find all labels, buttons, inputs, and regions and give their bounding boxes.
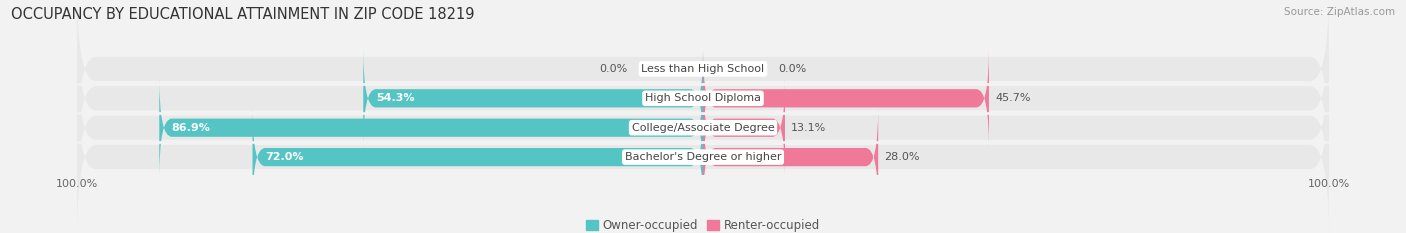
Text: Source: ZipAtlas.com: Source: ZipAtlas.com bbox=[1284, 7, 1395, 17]
FancyBboxPatch shape bbox=[253, 107, 703, 207]
FancyBboxPatch shape bbox=[77, 22, 1329, 175]
Text: High School Diploma: High School Diploma bbox=[645, 93, 761, 103]
Text: Less than High School: Less than High School bbox=[641, 64, 765, 74]
Text: OCCUPANCY BY EDUCATIONAL ATTAINMENT IN ZIP CODE 18219: OCCUPANCY BY EDUCATIONAL ATTAINMENT IN Z… bbox=[11, 7, 475, 22]
Text: 72.0%: 72.0% bbox=[266, 152, 304, 162]
Text: 13.1%: 13.1% bbox=[792, 123, 827, 133]
Text: 45.7%: 45.7% bbox=[995, 93, 1031, 103]
Text: 28.0%: 28.0% bbox=[884, 152, 920, 162]
FancyBboxPatch shape bbox=[159, 78, 703, 177]
FancyBboxPatch shape bbox=[77, 51, 1329, 204]
Legend: Owner-occupied, Renter-occupied: Owner-occupied, Renter-occupied bbox=[581, 214, 825, 233]
FancyBboxPatch shape bbox=[77, 0, 1329, 145]
Text: Bachelor's Degree or higher: Bachelor's Degree or higher bbox=[624, 152, 782, 162]
FancyBboxPatch shape bbox=[703, 78, 785, 177]
Text: 0.0%: 0.0% bbox=[600, 64, 628, 74]
Text: 86.9%: 86.9% bbox=[172, 123, 211, 133]
FancyBboxPatch shape bbox=[703, 107, 879, 207]
FancyBboxPatch shape bbox=[703, 49, 988, 148]
FancyBboxPatch shape bbox=[77, 81, 1329, 233]
Text: 0.0%: 0.0% bbox=[778, 64, 806, 74]
Text: 54.3%: 54.3% bbox=[375, 93, 415, 103]
Text: College/Associate Degree: College/Associate Degree bbox=[631, 123, 775, 133]
FancyBboxPatch shape bbox=[363, 49, 703, 148]
